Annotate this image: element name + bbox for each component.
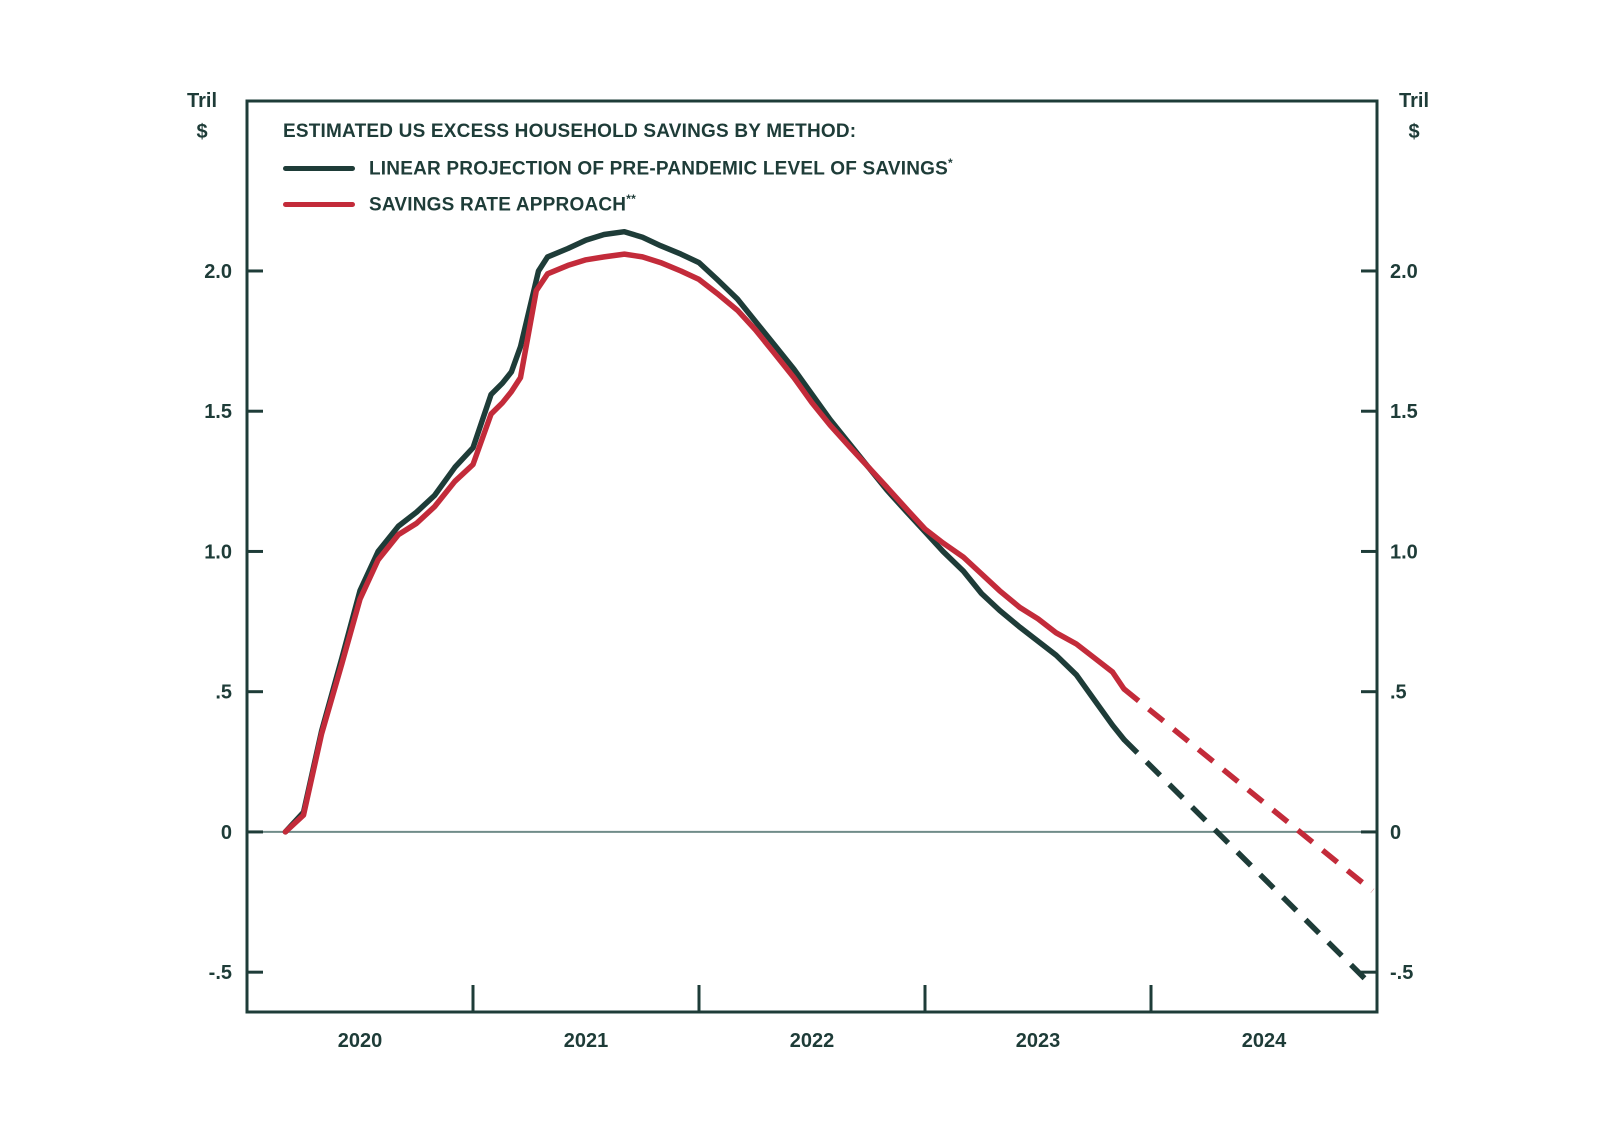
series-0-dashed-projection (1121, 737, 1375, 989)
plot-border (245, 99, 1379, 1014)
y-axis-tick-label-right: 1.5 (1390, 401, 1418, 423)
y-axis-tick-label-left: 0 (221, 822, 232, 844)
legend-label-text: SAVINGS RATE APPROACH (369, 194, 627, 216)
x-axis-year-label: 2021 (564, 1030, 609, 1052)
series-1-solid-line (282, 251, 1127, 835)
y-axis-unit-left-line1: Tril (186, 90, 217, 112)
x-axis-year-label: 2022 (790, 1030, 835, 1052)
y-axis-unit-right-line2: $ (1408, 121, 1420, 143)
y-axis-unit-left: Tril $ (172, 86, 232, 148)
series-1-dashed-projection (1122, 686, 1375, 893)
y-axis-unit-right-line1: Tril (1398, 90, 1429, 112)
y-axis-unit-right: Tril $ (1384, 86, 1444, 148)
y-axis-tick-label-left: 2.0 (204, 261, 232, 283)
legend-line-swatch-red (283, 201, 355, 207)
legend-label-text: LINEAR PROJECTION OF PRE-PANDEMIC LEVEL … (369, 158, 948, 180)
y-axis-tick-label-left: .5 (215, 682, 232, 704)
y-axis-tick-label-right: .5 (1390, 682, 1407, 704)
chart-title: ESTIMATED US EXCESS HOUSEHOLD SAVINGS BY… (283, 121, 857, 142)
x-axis-year-label: 2024 (1242, 1030, 1287, 1052)
legend-footnote-marker-single: * (948, 155, 953, 170)
legend-label-linear-projection: LINEAR PROJECTION OF PRE-PANDEMIC LEVEL … (369, 156, 953, 180)
y-axis-tick-label-right: 2.0 (1390, 261, 1418, 283)
legend-label-savings-rate: SAVINGS RATE APPROACH** (369, 192, 636, 216)
y-axis-tick-label-left: -.5 (209, 962, 232, 984)
y-axis-unit-left-line2: $ (196, 121, 208, 143)
legend-item-linear-projection: LINEAR PROJECTION OF PRE-PANDEMIC LEVEL … (283, 156, 953, 180)
y-axis-tick-label-right: 1.0 (1390, 541, 1418, 563)
legend-footnote-marker-double: ** (626, 191, 636, 206)
legend-item-savings-rate: SAVINGS RATE APPROACH** (283, 192, 953, 216)
x-axis-year-label: 2023 (1016, 1030, 1061, 1052)
y-axis-tick-label-left: 1.0 (204, 541, 232, 563)
legend-line-swatch-dark (283, 165, 355, 171)
y-axis-tick-label-left: 1.5 (204, 401, 232, 423)
series-0-solid-line (282, 228, 1127, 835)
y-axis-tick-label-right: -.5 (1390, 962, 1413, 984)
x-axis-year-label: 2020 (338, 1030, 383, 1052)
chart-legend: ESTIMATED US EXCESS HOUSEHOLD SAVINGS BY… (283, 121, 953, 215)
y-axis-tick-label-right: 0 (1390, 822, 1401, 844)
